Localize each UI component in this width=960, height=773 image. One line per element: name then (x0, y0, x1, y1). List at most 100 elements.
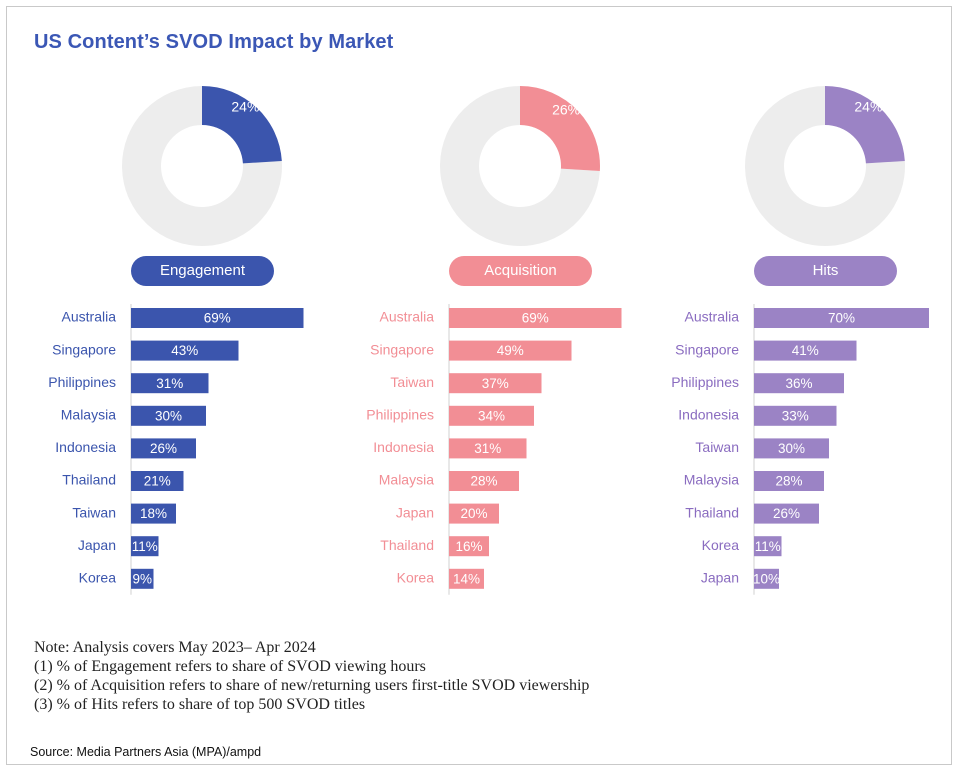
note-line: (1) % of Engagement refers to share of S… (34, 658, 426, 675)
donut-engagement: 24% (122, 86, 282, 247)
bar-acquisition-korea (449, 568, 484, 589)
value-label-acquisition: 28% (470, 474, 497, 489)
category-label-engagement: Japan (78, 537, 116, 553)
category-label-engagement: Indonesia (55, 439, 116, 455)
chart-title: US Content’s SVOD Impact by Market (34, 31, 394, 53)
category-label-engagement: Philippines (48, 374, 116, 390)
donut-hits: 24% (745, 86, 905, 247)
pill-hits: Hits (754, 256, 897, 286)
note-line: (2) % of Acquisition refers to share of … (34, 677, 590, 694)
donut-remainder-engagement (122, 86, 282, 247)
category-label-hits: Indonesia (678, 407, 739, 423)
category-label-engagement: Taiwan (72, 504, 116, 520)
value-label-hits: 28% (775, 474, 802, 489)
category-label-acquisition: Thailand (380, 537, 434, 553)
value-label-acquisition: 34% (478, 408, 505, 423)
category-label-hits: Korea (702, 537, 740, 553)
donut-slice-acquisition (520, 86, 600, 172)
value-label-acquisition: 16% (455, 539, 482, 554)
category-label-hits: Malaysia (684, 472, 739, 488)
value-label-acquisition: 20% (460, 506, 487, 521)
value-label-engagement: 11% (132, 539, 158, 554)
value-label-engagement: 43% (171, 343, 198, 358)
bar-hits-taiwan (754, 438, 829, 459)
category-label-acquisition: Taiwan (390, 374, 434, 390)
category-label-engagement: Malaysia (61, 407, 116, 423)
bar-acquisition-taiwan (449, 373, 542, 394)
value-label-hits: 11% (755, 539, 781, 554)
pill-acquisition: Acquisition (449, 256, 592, 286)
bars-acquisition: Australia 69% Singapore 49% Taiwan 37% Philipp… (366, 304, 622, 595)
panel-acquisition: 26% Acquisition Australia 69% Singapore 49%… (318, 0, 638, 620)
value-label-engagement: 9% (132, 571, 152, 586)
bar-hits-malaysia (754, 471, 824, 491)
category-label-hits: Singapore (675, 341, 739, 357)
source-text: Source: Media Partners Asia (MPA)/ampd (30, 745, 262, 759)
category-label-hits: Japan (701, 570, 739, 586)
category-label-acquisition: Philippines (366, 407, 434, 423)
category-label-hits: Australia (685, 309, 740, 325)
value-label-acquisition: 37% (482, 376, 509, 391)
bar-acquisition-philippines (449, 405, 534, 426)
value-label-acquisition: 49% (497, 343, 524, 358)
category-label-hits: Taiwan (695, 439, 739, 455)
value-label-acquisition: 31% (474, 441, 501, 456)
category-label-hits: Thailand (685, 504, 739, 520)
bar-engagement-taiwan (131, 503, 176, 524)
category-label-acquisition: Indonesia (373, 439, 434, 455)
bar-engagement-indonesia (131, 438, 196, 459)
category-label-engagement: Australia (62, 309, 117, 325)
bar-acquisition-indonesia (449, 438, 527, 459)
donut-label-hits: 24% (854, 99, 882, 115)
value-label-engagement: 69% (204, 311, 231, 326)
bar-engagement-korea (131, 568, 154, 589)
bar-engagement-japan (131, 536, 159, 557)
value-label-hits: 26% (773, 506, 800, 521)
donut-slice-hits (825, 86, 905, 164)
bar-acquisition-malaysia (449, 471, 519, 491)
bar-engagement-malaysia (131, 405, 206, 426)
category-label-acquisition: Singapore (370, 341, 434, 357)
pill-engagement: Engagement (131, 256, 274, 286)
bar-hits-japan (754, 568, 779, 589)
category-label-hits: Philippines (671, 374, 739, 390)
bar-acquisition-japan (449, 503, 499, 524)
bar-engagement-singapore (131, 340, 239, 361)
bar-hits-thailand (754, 503, 819, 524)
bar-hits-indonesia (754, 405, 837, 426)
bar-engagement-philippines (131, 373, 209, 394)
panel-hits: 24% Hits Australia 70% Singapore 41% Philipp… (623, 0, 943, 620)
panel-engagement: 24% Engagement Australia 69% Singapore 43% P… (0, 0, 320, 620)
value-label-hits: 36% (785, 376, 812, 391)
note-line: Note: Analysis covers May 2023– Apr 2024 (34, 639, 316, 656)
bar-hits-singapore (754, 340, 857, 361)
value-label-engagement: 21% (144, 474, 171, 489)
note-line: (3) % of Hits refers to share of top 500… (34, 696, 366, 713)
value-label-engagement: 18% (140, 506, 167, 521)
value-label-acquisition: 69% (522, 311, 549, 326)
donut-remainder-hits (745, 86, 905, 247)
bar-acquisition-australia (449, 308, 622, 328)
value-label-engagement: 31% (156, 376, 183, 391)
bar-hits-korea (754, 536, 782, 557)
category-label-acquisition: Malaysia (379, 472, 434, 488)
value-label-hits: 30% (778, 441, 805, 456)
bar-acquisition-singapore (449, 340, 572, 361)
notes: Note: Analysis covers May 2023– Apr 2024… (34, 638, 589, 714)
category-label-acquisition: Japan (396, 504, 434, 520)
bar-hits-australia (754, 308, 929, 328)
bars-engagement: Australia 69% Singapore 43% Philippines 31% Ma… (48, 304, 304, 595)
donut-remainder-acquisition (440, 86, 600, 247)
value-label-hits: 70% (828, 311, 855, 326)
category-label-acquisition: Korea (397, 570, 435, 586)
value-label-engagement: 30% (155, 408, 182, 423)
category-label-engagement: Thailand (62, 472, 116, 488)
bar-engagement-australia (131, 308, 304, 328)
value-label-acquisition: 14% (453, 571, 480, 586)
chart-frame (6, 6, 952, 765)
category-label-acquisition: Australia (380, 309, 435, 325)
donut-label-acquisition: 26% (552, 101, 580, 117)
bars-hits: Australia 70% Singapore 41% Philippines 36% In… (671, 304, 929, 595)
bar-acquisition-thailand (449, 536, 489, 557)
value-label-hits: 33% (782, 408, 809, 423)
